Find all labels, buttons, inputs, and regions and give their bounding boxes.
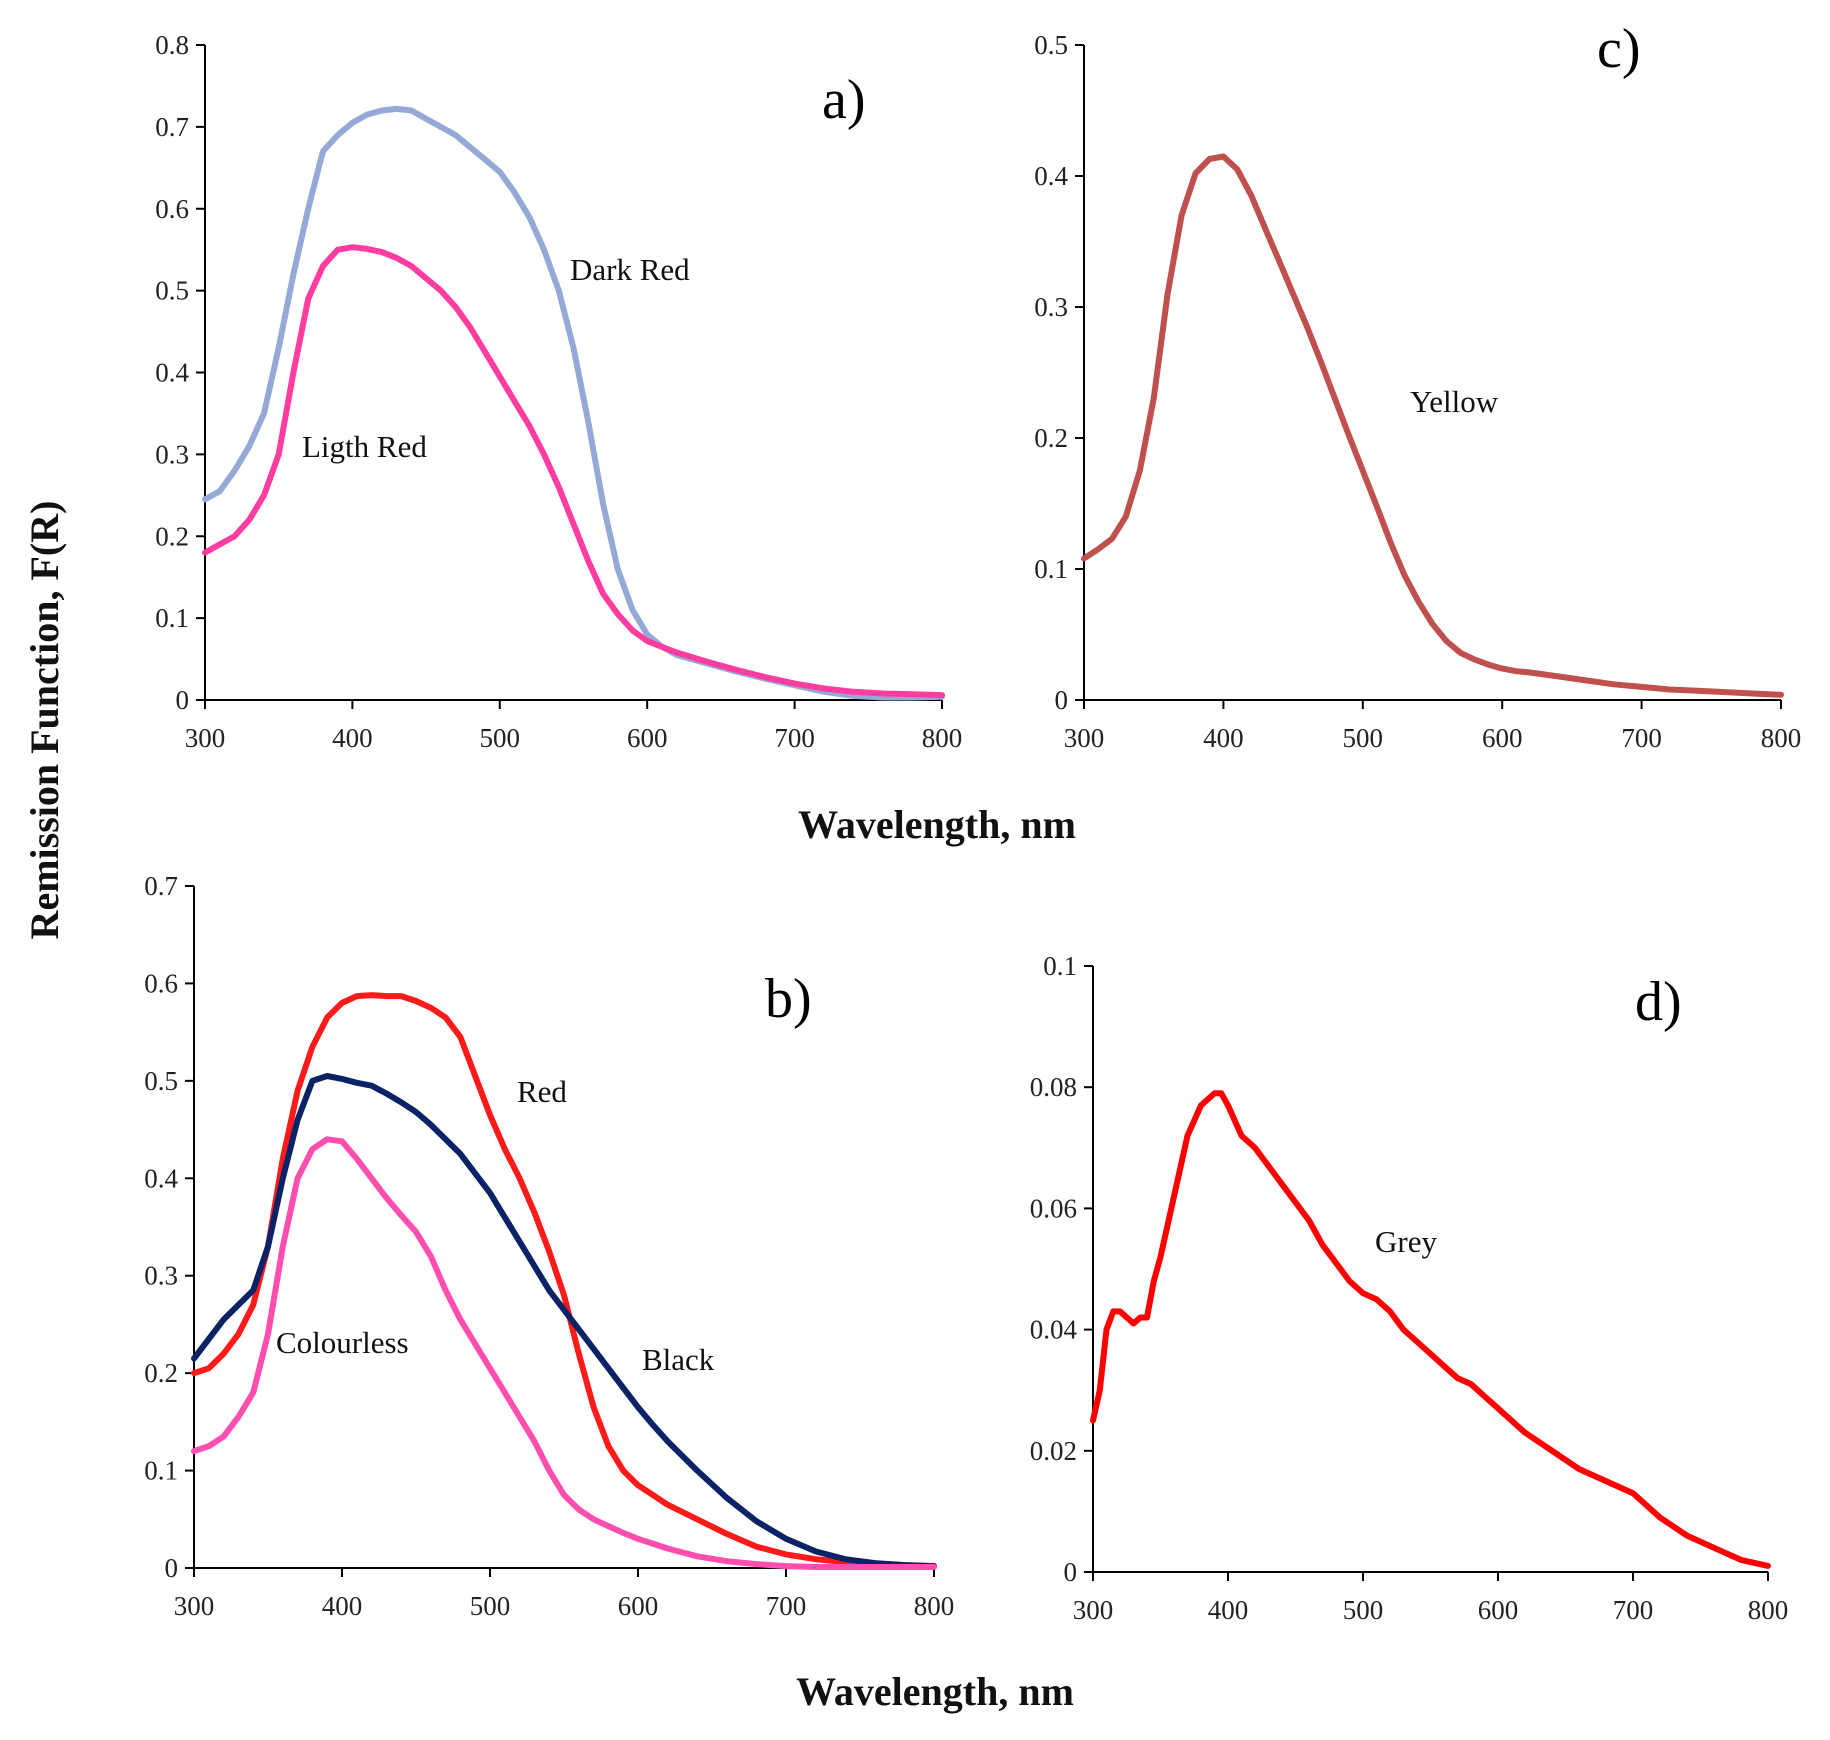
x-tick-label: 300 xyxy=(1073,1595,1114,1625)
series-label-yellow: Yellow xyxy=(1410,384,1499,419)
series-label-grey: Grey xyxy=(1375,1224,1437,1259)
y-tick-label: 0.2 xyxy=(144,1358,178,1388)
x-tick-label: 600 xyxy=(627,723,668,753)
y-tick-label: 0.4 xyxy=(1034,161,1068,191)
panel-d-chart: 0 0.02 0.04 0.06 0.08 0.1 300 400 500 600 700 800 Gr… xyxy=(1030,951,1789,1625)
x-tick-label: 500 xyxy=(480,723,521,753)
y-tick-label: 0.2 xyxy=(155,521,189,551)
series-line-grey xyxy=(1090,1090,1771,1569)
series-line-black xyxy=(191,1073,937,1570)
series-line-yellow xyxy=(1081,153,1784,698)
x-tick-label: 500 xyxy=(470,1591,511,1621)
panel-b-chart: 0 0.1 0.2 0.3 0.4 0.5 0.6 0.7 300 400 500 600 700 800… xyxy=(144,871,954,1621)
y-tick-label: 0.5 xyxy=(155,276,189,306)
x-tick-label: 800 xyxy=(1761,723,1802,753)
series-label-black: Black xyxy=(642,1342,715,1377)
y-tick-label: 0.7 xyxy=(144,871,178,901)
y-tick-label: 0.5 xyxy=(1034,30,1068,60)
y-tick-label: 0.06 xyxy=(1030,1193,1077,1223)
y-tick-label: 0.8 xyxy=(155,30,189,60)
x-tick-label: 300 xyxy=(1064,723,1105,753)
y-tick-label: 0 xyxy=(165,1553,179,1583)
y-tick-label: 0.08 xyxy=(1030,1072,1077,1102)
y-tick-label: 0.4 xyxy=(144,1163,178,1193)
x-tick-label: 700 xyxy=(774,723,815,753)
panel-title-a: a) xyxy=(822,69,866,131)
x-tick-label: 400 xyxy=(1203,723,1244,753)
y-tick-label: 0.1 xyxy=(1043,951,1077,981)
x-tick-label: 400 xyxy=(1208,1595,1249,1625)
x-tick-label: 400 xyxy=(322,1591,363,1621)
y-tick-label: 0.1 xyxy=(155,603,189,633)
y-tick-label: 0.5 xyxy=(144,1066,178,1096)
y-tick-label: 0.6 xyxy=(155,194,189,224)
y-tick-label: 0.04 xyxy=(1030,1315,1078,1345)
x-tick-label: 700 xyxy=(1613,1595,1654,1625)
y-tick-label: 0.2 xyxy=(1034,423,1068,453)
x-tick-label: 500 xyxy=(1343,1595,1384,1625)
y-tick-label: 0.3 xyxy=(144,1261,178,1291)
x-tick-label: 800 xyxy=(1748,1595,1789,1625)
panel-a-chart: 0 0.1 0.2 0.3 0.4 0.5 0.6 0.7 0.8 300 400 500 600 700… xyxy=(155,30,962,753)
x-tick-label: 800 xyxy=(922,723,963,753)
series-line-ligth-red xyxy=(202,244,945,699)
x-tick-label: 600 xyxy=(1482,723,1523,753)
x-axis-title-top: Wavelength, nm xyxy=(798,802,1076,847)
y-tick-label: 0 xyxy=(176,685,190,715)
x-tick-label: 500 xyxy=(1343,723,1384,753)
x-tick-label: 800 xyxy=(914,1591,955,1621)
series-line-dark-red xyxy=(202,105,945,701)
y-tick-label: 0.3 xyxy=(155,439,189,469)
series-label-colourless: Colourless xyxy=(276,1325,409,1360)
y-axis-title: Remission Function, F(R) xyxy=(22,501,67,940)
y-tick-label: 0.1 xyxy=(144,1456,178,1486)
x-tick-label: 600 xyxy=(618,1591,659,1621)
y-tick-label: 0.6 xyxy=(144,968,178,998)
panel-title-b: b) xyxy=(765,968,812,1030)
y-tick-label: 0.3 xyxy=(1034,292,1068,322)
series-label-red: Red xyxy=(517,1074,567,1109)
series-line-colourless xyxy=(191,1136,937,1570)
y-tick-label: 0 xyxy=(1064,1557,1078,1587)
series-label-ligth-red: Ligth Red xyxy=(302,429,427,464)
x-tick-label: 300 xyxy=(174,1591,215,1621)
x-tick-label: 700 xyxy=(766,1591,807,1621)
y-tick-label: 0.7 xyxy=(155,112,189,142)
x-tick-label: 300 xyxy=(185,723,226,753)
series-line-red xyxy=(191,992,937,1570)
panel-title-d: d) xyxy=(1635,971,1682,1033)
series-label-dark-red: Dark Red xyxy=(570,252,690,287)
y-tick-label: 0.02 xyxy=(1030,1436,1077,1466)
y-tick-label: 0.4 xyxy=(155,358,189,388)
x-tick-label: 700 xyxy=(1621,723,1662,753)
x-tick-label: 600 xyxy=(1478,1595,1519,1625)
x-tick-label: 400 xyxy=(332,723,373,753)
panel-c-chart: 0 0.1 0.2 0.3 0.4 0.5 300 400 500 600 700 800 Yellow… xyxy=(1034,18,1801,753)
y-tick-label: 0 xyxy=(1055,685,1069,715)
x-axis-title-bottom: Wavelength, nm xyxy=(796,1669,1074,1714)
panel-title-c: c) xyxy=(1597,18,1641,80)
y-tick-label: 0.1 xyxy=(1034,554,1068,584)
